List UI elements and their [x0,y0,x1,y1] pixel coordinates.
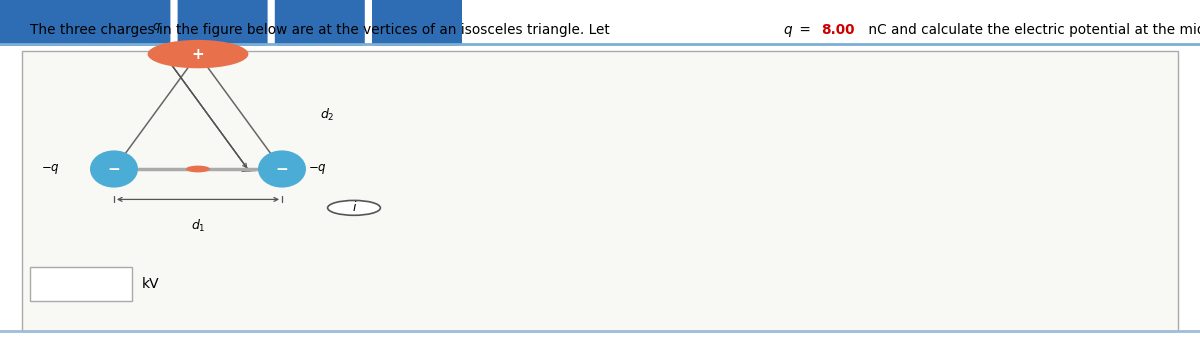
Text: 8.00: 8.00 [821,23,854,37]
Text: −: − [276,162,288,176]
Text: =: = [794,23,815,37]
FancyBboxPatch shape [372,0,462,46]
Circle shape [148,40,248,68]
Ellipse shape [90,150,138,188]
Circle shape [328,200,380,215]
Text: $-q$: $-q$ [308,162,328,176]
Text: q: q [152,20,160,33]
Text: The three charges in the figure below are at the vertices of an isosceles triang: The three charges in the figure below ar… [30,23,614,37]
FancyBboxPatch shape [275,0,365,46]
Text: +: + [192,47,204,62]
FancyBboxPatch shape [22,51,1178,331]
FancyBboxPatch shape [80,0,170,46]
Text: i: i [353,201,355,214]
FancyBboxPatch shape [30,267,132,301]
Text: nC and calculate the electric potential at the midpoint of the base. (Let: nC and calculate the electric potential … [864,23,1200,37]
FancyBboxPatch shape [0,0,84,46]
Circle shape [186,166,210,172]
Text: $d_2$: $d_2$ [320,107,335,123]
Text: q: q [784,23,792,37]
Ellipse shape [258,150,306,188]
Text: kV: kV [142,277,160,291]
Text: −: − [108,162,120,176]
FancyBboxPatch shape [178,0,268,46]
Text: $d_1$: $d_1$ [191,218,205,234]
Text: $-q$: $-q$ [41,162,60,176]
